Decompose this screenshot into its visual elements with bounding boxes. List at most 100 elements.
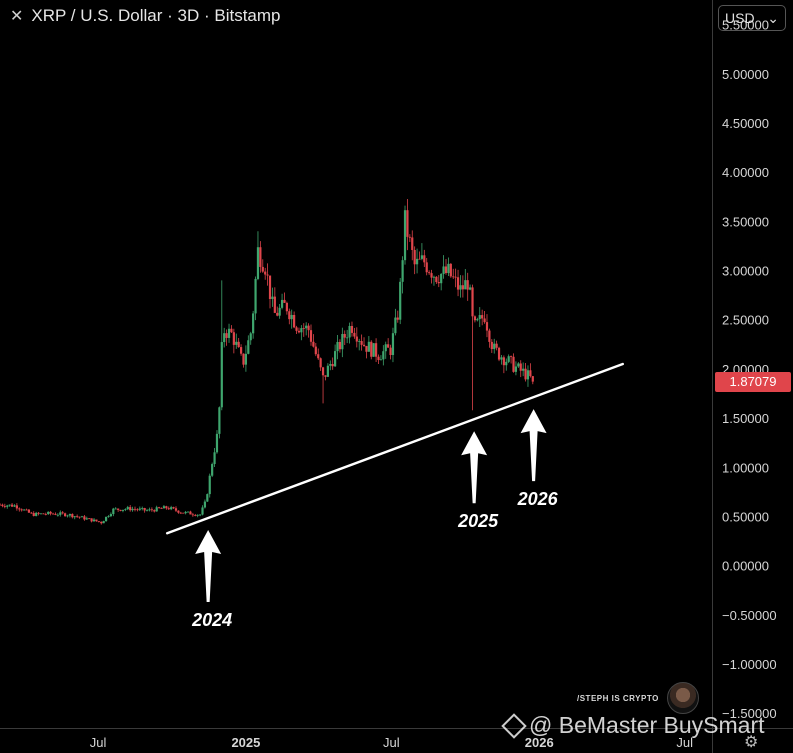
candle-body (18, 508, 21, 510)
candle-body (495, 343, 498, 348)
candle-body (56, 514, 59, 516)
candle-body (348, 325, 351, 338)
candle-body (338, 341, 342, 350)
candle-body (341, 333, 344, 350)
price-axis-labels: 5.50000 5.00000 4.50000 4.00000 3.50000 3.000… (722, 18, 777, 722)
candle-body (119, 509, 122, 511)
y-tick-label: 1.50000 (722, 411, 769, 426)
y-tick-label: −1.00000 (722, 657, 777, 672)
candle-body (208, 475, 211, 495)
candle-body (39, 513, 43, 515)
candle-body (379, 359, 383, 361)
candle-body (435, 276, 438, 283)
candle-body (20, 509, 23, 511)
candle-body (300, 328, 303, 333)
candle-body (418, 258, 421, 260)
candle-body (80, 516, 84, 518)
candle-body (85, 518, 88, 520)
y-tick-label: 5.50000 (722, 18, 769, 33)
candle-body (218, 407, 221, 434)
candle-body (471, 287, 474, 317)
candle-body (242, 353, 245, 365)
candle-body (476, 319, 479, 321)
candle-body (423, 255, 426, 263)
candle-body (514, 366, 518, 372)
candle-body (464, 280, 467, 290)
candle-body (355, 336, 358, 342)
candle-body (370, 341, 373, 357)
candle-body (145, 510, 149, 512)
candle-body (153, 510, 156, 512)
plot-area[interactable]: 2024 2025 2026 ✕ XRP / U.S. Dollar · 3D · … (0, 0, 712, 728)
candle-body (391, 333, 395, 356)
x-tick-label: 2026 (525, 735, 554, 750)
candle-body (522, 368, 525, 371)
candle-body (336, 341, 339, 352)
x-tick-label: Jul (676, 735, 693, 750)
candle-body (473, 316, 477, 321)
candle-body (307, 325, 310, 331)
y-tick-label: 1.00000 (722, 460, 769, 475)
candle-body (372, 343, 375, 357)
credit-text: /STEPH IS CRYPTO (577, 693, 659, 703)
candle-body (230, 328, 233, 333)
candle-body (285, 302, 288, 312)
candle-body (442, 266, 445, 274)
candle-body (408, 236, 411, 238)
candle-body (524, 368, 527, 380)
candle-body (488, 330, 491, 342)
candle-body (500, 357, 503, 360)
candle-body (509, 356, 513, 358)
candle-body (396, 317, 399, 320)
candle-body (283, 299, 286, 303)
candle-body (502, 357, 505, 366)
candle-body (319, 358, 322, 368)
candles-group (0, 199, 534, 525)
close-icon[interactable]: ✕ (10, 8, 24, 25)
candle-body (466, 280, 469, 290)
candle-body (247, 340, 250, 354)
candle-body (452, 276, 455, 278)
candle-body (27, 509, 31, 513)
currency-select[interactable]: USD ⌄ (718, 5, 786, 31)
candle-body (360, 341, 363, 345)
candle-body (95, 519, 98, 522)
annotations-group: 2024 2025 2026 (191, 409, 559, 630)
candle-body (273, 296, 276, 313)
candle-body (66, 515, 69, 517)
candle-body (314, 346, 317, 355)
candle-body (365, 345, 368, 352)
annotation-label: 2024 (191, 610, 232, 630)
candlestick-chart[interactable]: 2024 2025 2026 (0, 0, 712, 728)
time-axis[interactable]: Jul 2025 Jul 2026 Jul (0, 728, 712, 753)
candle-body (324, 375, 327, 377)
candle-body (254, 278, 257, 314)
candle-body (215, 433, 219, 453)
y-tick-label: −0.50000 (722, 608, 777, 623)
candle-body (456, 277, 460, 290)
candle-body (377, 356, 380, 360)
candle-body (59, 512, 62, 515)
price-axis[interactable]: USD ⌄ 5.50000 5.00000 4.50000 4.00000 3.5000… (712, 0, 793, 728)
y-tick-label: 2.50000 (722, 313, 769, 328)
candle-body (97, 521, 100, 523)
candle-body (6, 505, 9, 507)
candle-body (92, 519, 96, 522)
candle-body (102, 521, 105, 524)
candle-body (459, 285, 462, 290)
candle-body (174, 508, 178, 511)
candle-body (68, 514, 72, 516)
candle-body (143, 507, 146, 511)
candle-body (411, 237, 414, 250)
gear-icon[interactable]: ⚙ (744, 734, 759, 751)
candle-body (83, 516, 86, 520)
candle-body (0, 504, 2, 506)
candle-body (160, 508, 163, 509)
candle-body (399, 281, 402, 320)
candle-body (256, 247, 260, 279)
axis-corner: ⚙ (712, 728, 793, 753)
candle-body (526, 370, 530, 380)
candle-body (189, 511, 192, 515)
candle-body (239, 347, 243, 354)
